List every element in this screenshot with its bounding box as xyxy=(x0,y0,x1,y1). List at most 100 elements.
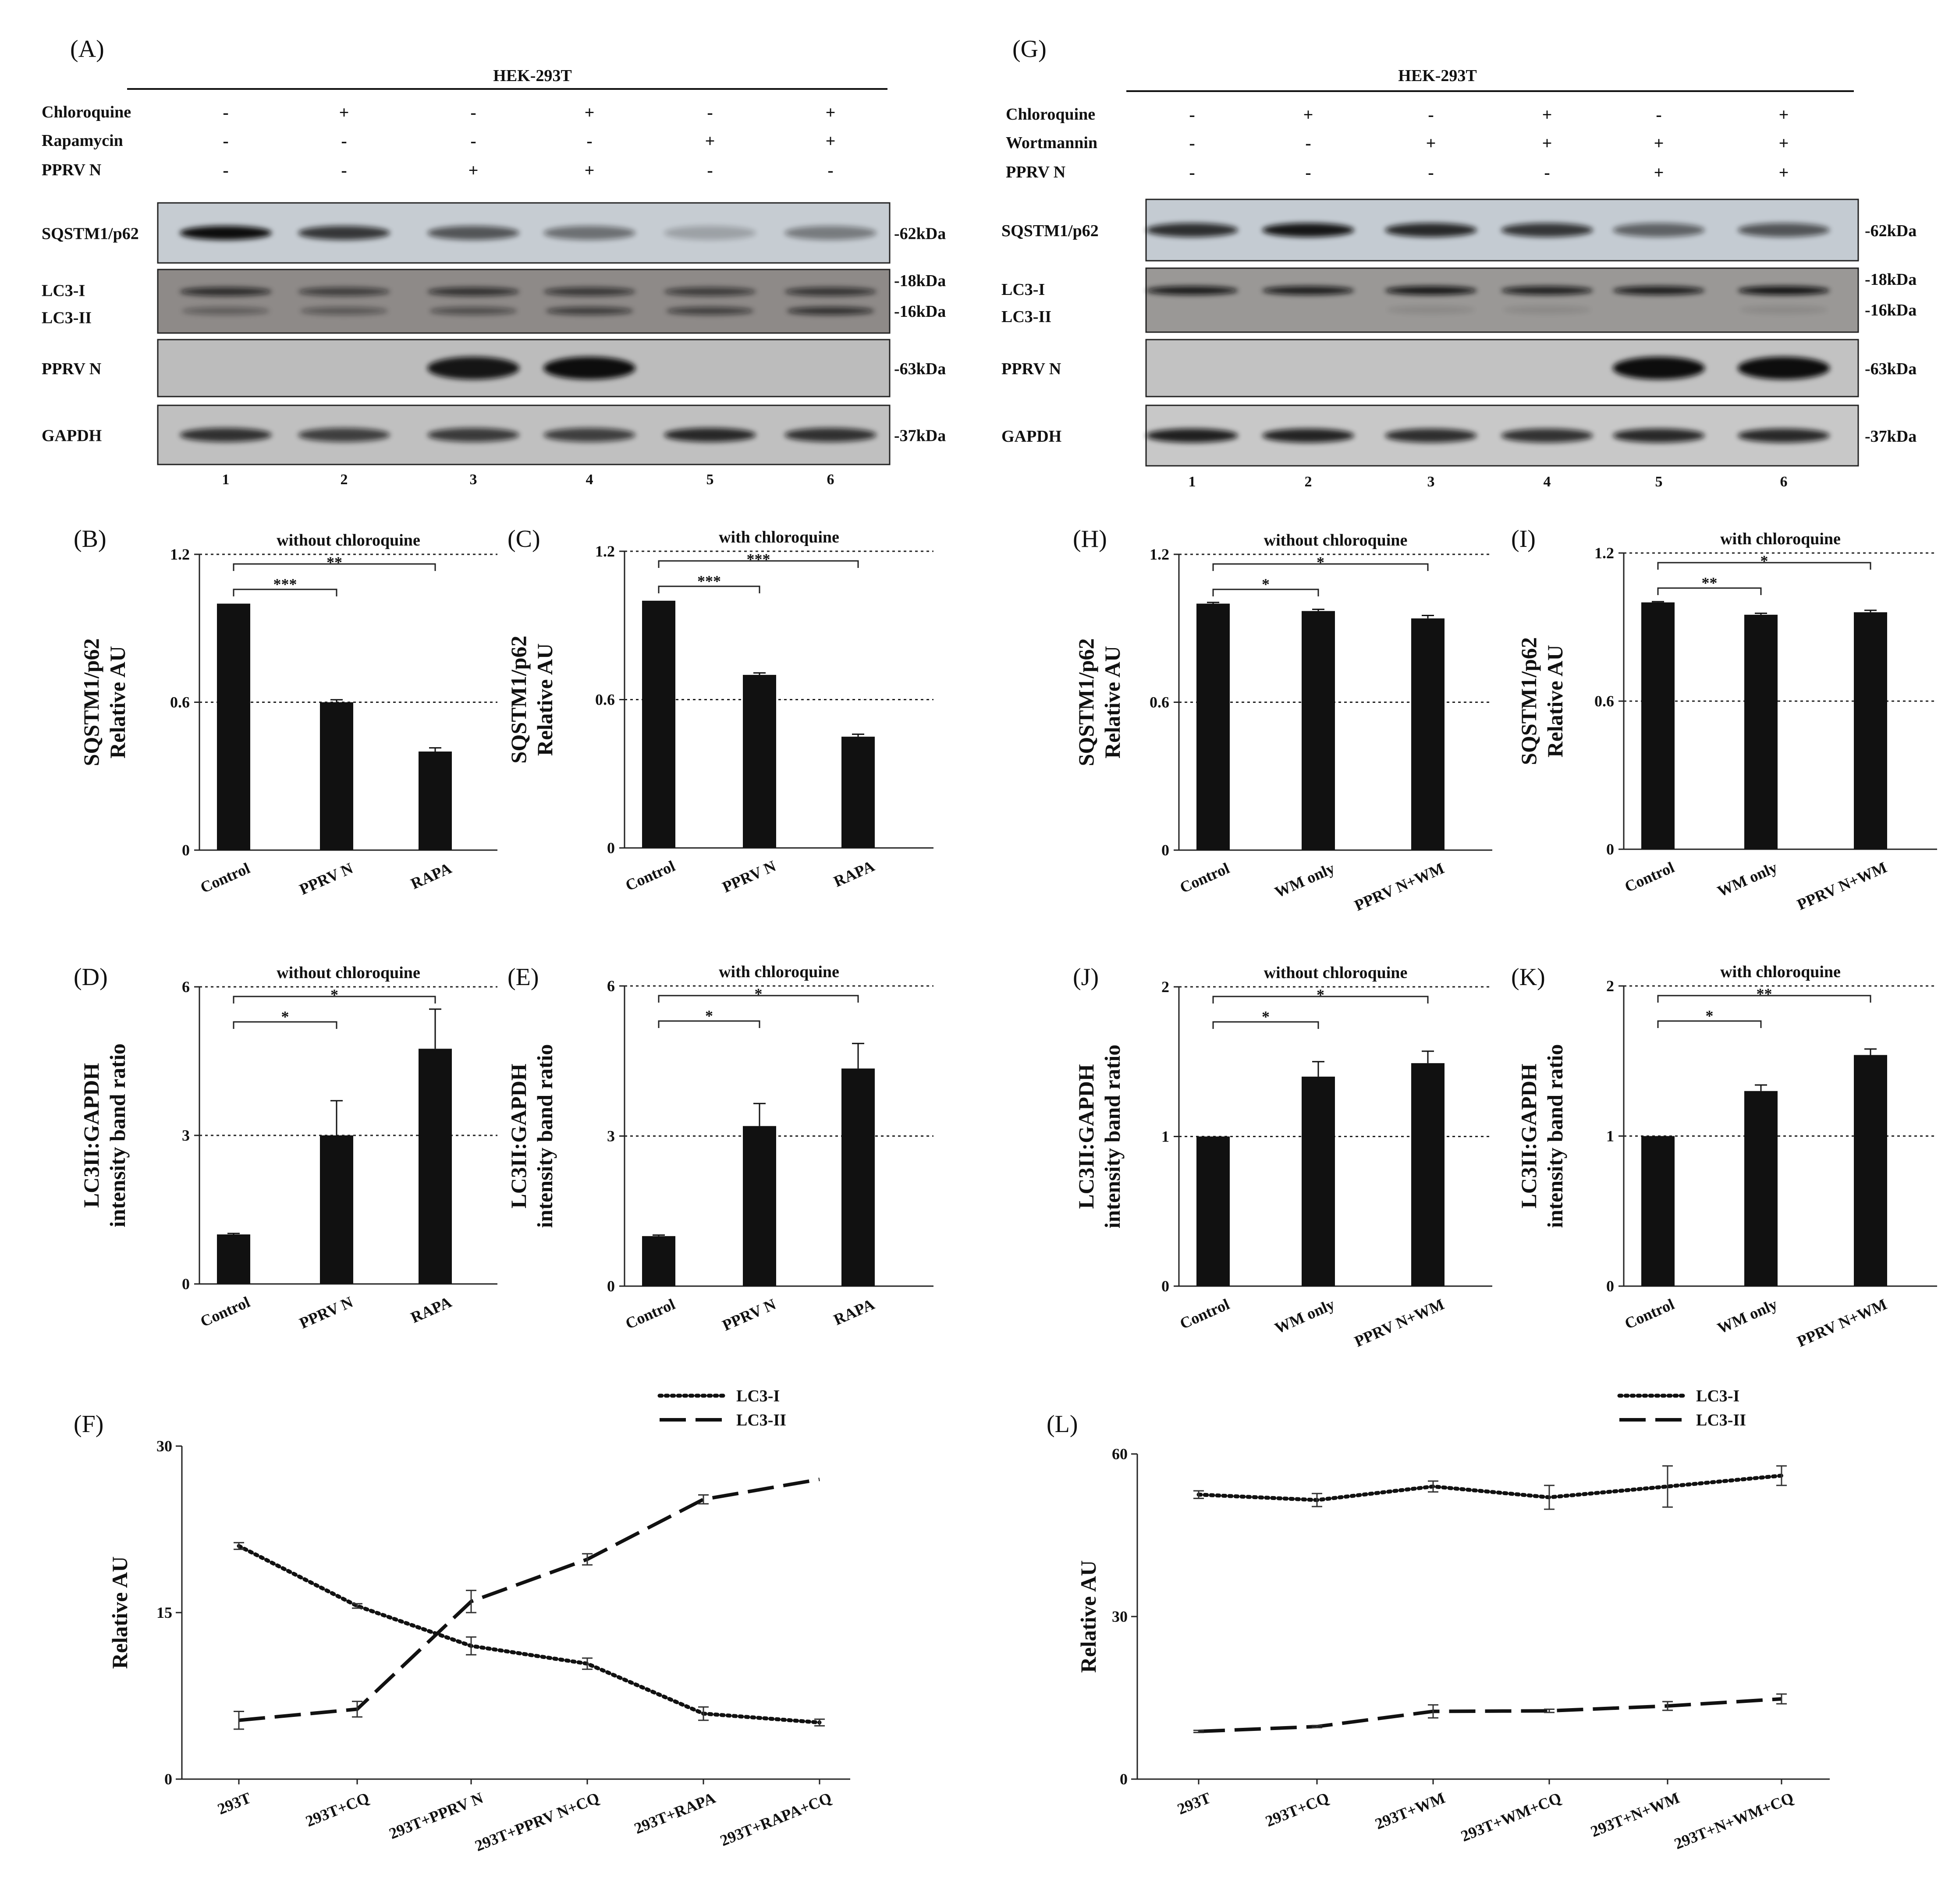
chart-title: with chloroquine xyxy=(719,528,839,546)
treatment-sign: - xyxy=(1189,105,1195,124)
y-tick-label: 0.6 xyxy=(1594,692,1614,710)
lane-number: 2 xyxy=(341,472,348,488)
significance-label: * xyxy=(1706,1007,1714,1025)
significance-label: * xyxy=(1317,553,1324,571)
molecular-weight-label: -63kDa xyxy=(894,360,946,378)
y-tick-label: 3 xyxy=(182,1127,190,1144)
blot-band xyxy=(787,307,874,315)
category-label: PPRV N+WM xyxy=(1352,859,1447,915)
cell-line-label: HEK-293T xyxy=(493,67,571,85)
panel-label-i: (I) xyxy=(1511,525,1536,553)
category-label: RAPA xyxy=(408,859,454,893)
bar xyxy=(642,600,675,848)
bar xyxy=(1641,1136,1675,1286)
panel-label-h: (H) xyxy=(1073,525,1107,553)
y-axis-label: LC3II:GAPDH xyxy=(506,1064,531,1209)
bar-chart-e: with chloroquine 0 3 6 LC3II:GAPDH intensity … xyxy=(506,963,933,1334)
blot-band xyxy=(1146,223,1238,237)
bar xyxy=(217,1234,250,1284)
lane-number: 5 xyxy=(706,472,714,488)
significance-bracket xyxy=(1212,996,1429,1003)
legend-label: LC3-II xyxy=(1696,1411,1746,1429)
treatment-sign: - xyxy=(1656,105,1661,124)
significance-bracket xyxy=(658,995,859,1003)
panel-label-a: (A) xyxy=(70,35,104,63)
bar xyxy=(320,1135,353,1284)
y-tick-label: 60 xyxy=(1112,1445,1128,1463)
blot-row-label: PPRV N xyxy=(42,360,101,378)
blot-band xyxy=(543,357,635,379)
significance-bracket xyxy=(658,560,859,568)
panel-label-k: (K) xyxy=(1511,964,1545,991)
treatment-label: Chloroquine xyxy=(1006,105,1095,124)
panel-label-b: (B) xyxy=(74,525,106,553)
molecular-weight-label: -18kDa xyxy=(1865,270,1917,289)
significance-label: ** xyxy=(327,553,342,571)
category-label: PPRV N xyxy=(297,1293,355,1332)
y-tick-label: 0 xyxy=(1120,1770,1128,1788)
bar xyxy=(841,1068,875,1286)
treatment-sign: - xyxy=(827,160,833,180)
blot-band xyxy=(1262,223,1354,237)
blot-row-label: GAPDH xyxy=(1001,427,1061,446)
blot-band xyxy=(1501,429,1593,443)
y-axis-label: Relative AU xyxy=(1076,1560,1100,1673)
y-tick-label: 0 xyxy=(607,839,615,857)
lane-number: 4 xyxy=(586,472,593,488)
series-line xyxy=(237,1544,822,1725)
significance-bracket xyxy=(233,589,337,596)
series-line xyxy=(1198,1697,1782,1734)
blot-strip xyxy=(1145,267,1859,333)
treatment-sign: - xyxy=(470,131,476,151)
category-label: 293T+CQ xyxy=(1263,1789,1331,1830)
significance-label: * xyxy=(1262,575,1270,593)
significance-label: *** xyxy=(747,550,770,568)
treatment-sign: + xyxy=(585,103,595,122)
category-label: RAPA xyxy=(831,857,877,890)
category-label: PPRV N xyxy=(720,1295,778,1334)
bar xyxy=(1302,611,1335,850)
significance-bracket xyxy=(1657,587,1762,595)
bar xyxy=(419,752,452,850)
blot-band xyxy=(543,287,635,296)
significance-bracket xyxy=(233,1021,337,1029)
bar xyxy=(1302,1076,1335,1286)
y-axis-label: Relative AU xyxy=(532,643,557,756)
category-label: Control xyxy=(198,859,252,897)
bar xyxy=(1854,612,1887,849)
treatment-sign: + xyxy=(1779,105,1789,124)
treatment-sign: - xyxy=(586,131,592,151)
treatment-sign: + xyxy=(826,103,836,122)
significance-bracket xyxy=(1212,563,1429,571)
blot-band xyxy=(1613,429,1705,443)
blot-strip xyxy=(157,404,891,465)
significance-label: *** xyxy=(273,575,297,593)
y-axis-label: Relative AU xyxy=(1543,645,1567,758)
blot-band xyxy=(298,428,390,442)
treatment-sign: - xyxy=(1428,163,1434,182)
blot-band xyxy=(180,428,272,442)
y-tick-label: 0 xyxy=(1161,841,1169,859)
chart-title: with chloroquine xyxy=(1720,530,1841,548)
blot-band xyxy=(664,428,756,442)
bar xyxy=(743,675,776,848)
significance-bracket xyxy=(233,563,436,571)
y-tick-label: 6 xyxy=(182,978,190,996)
category-label: 293T+RAPA xyxy=(632,1789,718,1837)
y-axis-label: LC3II:GAPDH xyxy=(79,1063,103,1208)
treatment-sign: - xyxy=(707,103,713,122)
category-label: WM only xyxy=(1272,1295,1338,1337)
blot-band xyxy=(427,287,519,296)
significance-label: * xyxy=(330,986,338,1003)
category-label: Control xyxy=(1177,859,1232,897)
bar-chart-c: with chloroquine 0 0.6 1.2 SQSTM1/p62 Relativ… xyxy=(506,528,933,896)
category-label: Control xyxy=(623,857,678,894)
series-line xyxy=(1196,1473,1784,1502)
blot-row-label: LC3-I xyxy=(1001,280,1045,299)
y-tick-label: 0 xyxy=(182,1275,190,1293)
category-label: RAPA xyxy=(408,1293,454,1326)
series-line xyxy=(238,1478,820,1722)
y-tick-label: 3 xyxy=(607,1128,615,1145)
treatment-sign: + xyxy=(469,160,479,180)
